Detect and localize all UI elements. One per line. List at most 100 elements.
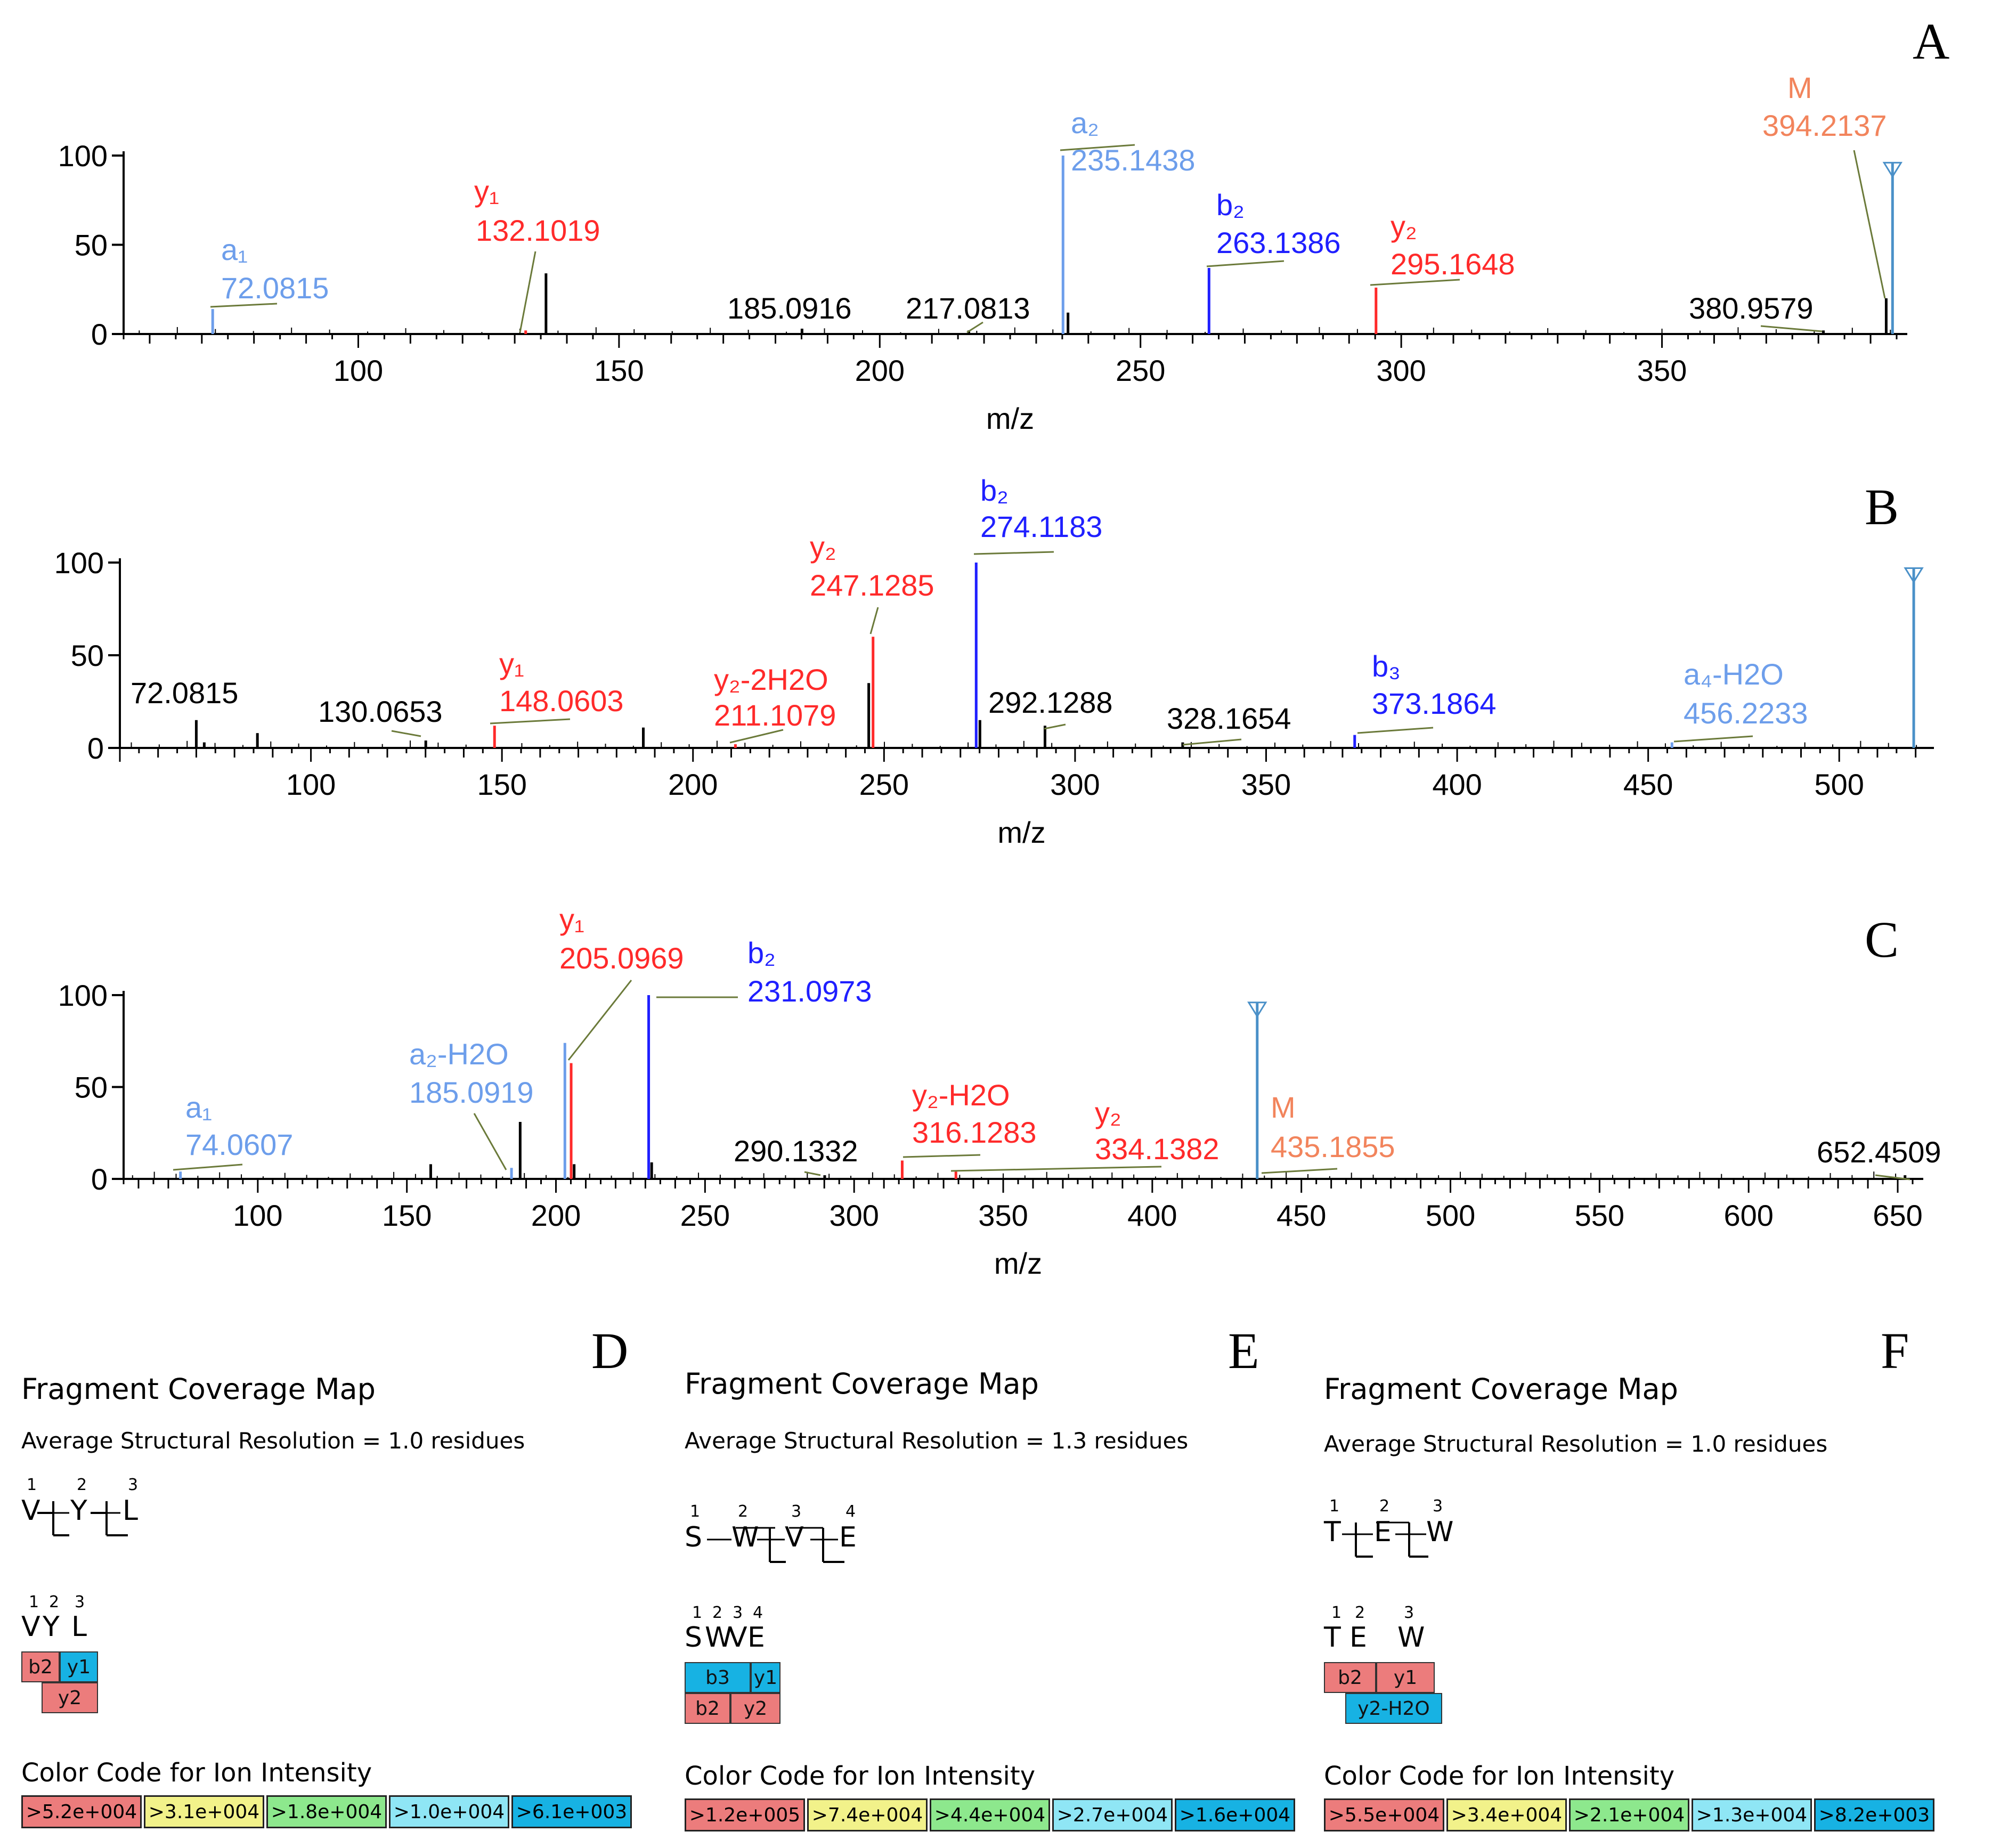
x-tick-label: 150 [594, 354, 644, 387]
x-tick-label: 200 [855, 354, 905, 387]
mz-label: 263.1386 [1216, 226, 1341, 259]
y-tick-label: 100 [58, 139, 108, 173]
panel-letter: A [1913, 13, 1949, 70]
legend-swatch: >3.4e+004 [1446, 1798, 1567, 1831]
residue-number: 2 [49, 1593, 60, 1611]
mz-label: 74.0607 [185, 1128, 293, 1161]
x-tick-label: 250 [1116, 354, 1165, 387]
label-leader [973, 551, 1054, 555]
mz-label: 316.1283 [912, 1116, 1037, 1149]
residue-number: 1 [29, 1593, 39, 1611]
ion-label: M [1787, 71, 1812, 104]
x-tick-label: 250 [859, 768, 909, 801]
precursor-marker [1904, 567, 1924, 584]
mz-label: 290.1332 [734, 1134, 858, 1168]
label-leader [1673, 735, 1753, 743]
x-axis-label: m/z [997, 816, 1045, 849]
ion-label: y₂ [1391, 209, 1417, 243]
y-tick-label: 0 [87, 731, 104, 765]
x-tick-label: 450 [1623, 768, 1673, 801]
coverage-title: Fragment Coverage Map [21, 1372, 376, 1406]
label-leader [519, 251, 536, 333]
fragment-box: b3 [685, 1662, 751, 1693]
ion-label: b₂ [1216, 188, 1245, 222]
residue: E [1374, 1516, 1392, 1548]
x-tick-label: 500 [1426, 1199, 1475, 1232]
ion-label: y₁ [474, 174, 499, 208]
residue-number: 1 [690, 1502, 701, 1521]
residue: E [1349, 1622, 1367, 1654]
x-tick-label: 450 [1276, 1199, 1326, 1232]
fragment-box: b2 [685, 1693, 730, 1724]
fragment-box: y2 [730, 1693, 780, 1724]
mz-label: 456.2233 [1684, 696, 1808, 730]
residue-number: 4 [753, 1603, 763, 1622]
legend-swatch: >2.1e+004 [1569, 1798, 1689, 1831]
cleavage-marks [1342, 1521, 1428, 1558]
residue-number: 1 [1329, 1497, 1340, 1516]
precursor-marker [1247, 1002, 1267, 1018]
ion-label: a₂ [1071, 106, 1099, 140]
label-leader [173, 1163, 243, 1171]
precursor-marker [1882, 161, 1902, 178]
legend-swatch: >3.1e+004 [144, 1795, 264, 1828]
mz-label: 435.1855 [1271, 1130, 1395, 1163]
residue: L [71, 1611, 87, 1643]
label-leader [1853, 150, 1886, 299]
x-tick-label: 350 [1637, 354, 1687, 387]
residue: S [685, 1521, 703, 1553]
mz-label: 205.0969 [559, 941, 684, 975]
spectra-figure: A 100 150 200 250 300 350 0 50 100 m/z a₁ 72.0815 y₁ 1… [54, 13, 1950, 1280]
residue: S [685, 1622, 703, 1654]
intensity-legend: >5.2e+004 >3.1e+004 >1.8e+004 >1.0e+004 … [21, 1795, 634, 1828]
legend-swatch: >1.2e+005 [685, 1798, 805, 1831]
x-tick-label: 150 [382, 1199, 432, 1232]
mz-label: 247.1285 [810, 568, 934, 602]
x-tick-label: 200 [531, 1199, 581, 1232]
y-tick-label: 50 [75, 229, 108, 262]
coverage-panel-d: D Fragment Coverage Map Average Structur… [21, 1321, 677, 1843]
coverage-panel-f: F Fragment Coverage Map Average Structur… [1324, 1321, 1985, 1843]
legend-swatch: >5.5e+004 [1324, 1798, 1444, 1831]
intensity-legend: >5.5e+004 >3.4e+004 >2.1e+004 >1.3e+004 … [1324, 1798, 1937, 1831]
legend-swatch: >1.3e+004 [1692, 1798, 1812, 1831]
fragment-box: b2 [1324, 1662, 1376, 1693]
ion-label: a₂-H2O [409, 1037, 509, 1071]
residue-number: 3 [1433, 1497, 1443, 1516]
x-tick-label: 200 [668, 768, 718, 801]
residue-number: 2 [77, 1476, 87, 1494]
x-tick-label: 250 [680, 1199, 730, 1232]
mz-label: 380.9579 [1689, 291, 1814, 325]
cleavage-marks [707, 1527, 844, 1563]
label-leader [473, 1113, 507, 1170]
residue: W [1397, 1622, 1425, 1654]
ion-label: y₂ [1095, 1096, 1121, 1129]
x-tick-label: 300 [1050, 768, 1100, 801]
residue: T [1324, 1622, 1341, 1654]
mz-label: 334.1382 [1095, 1132, 1219, 1166]
mz-label: 373.1864 [1372, 687, 1497, 720]
residue: W [731, 1521, 759, 1553]
residue-number: 3 [791, 1502, 802, 1521]
x-tick-label: 150 [477, 768, 526, 801]
panel-letter: F [1881, 1322, 1909, 1379]
legend-swatch: >1.8e+004 [266, 1795, 387, 1828]
fragment-box: y2-H2O [1345, 1693, 1442, 1724]
label-leader [1370, 279, 1460, 286]
mz-label: 217.0813 [906, 291, 1030, 325]
label-leader [210, 303, 278, 308]
label-leader [903, 1154, 981, 1158]
panel-letter: C [1865, 911, 1899, 968]
ion-label: b₃ [1372, 649, 1401, 683]
mz-label: 130.0653 [318, 695, 443, 728]
label-leader [1357, 727, 1434, 734]
y-tick-label: 0 [91, 318, 108, 351]
color-code-title: Color Code for Ion Intensity [685, 1761, 1036, 1791]
mz-label: 235.1438 [1071, 143, 1196, 177]
residue-number: 2 [738, 1502, 749, 1521]
y-tick-label: 100 [58, 979, 108, 1012]
ion-label: y₁ [499, 647, 524, 680]
residue: T [1324, 1516, 1341, 1548]
legend-swatch: >1.6e+004 [1175, 1798, 1295, 1831]
y-tick-label: 0 [91, 1162, 108, 1196]
